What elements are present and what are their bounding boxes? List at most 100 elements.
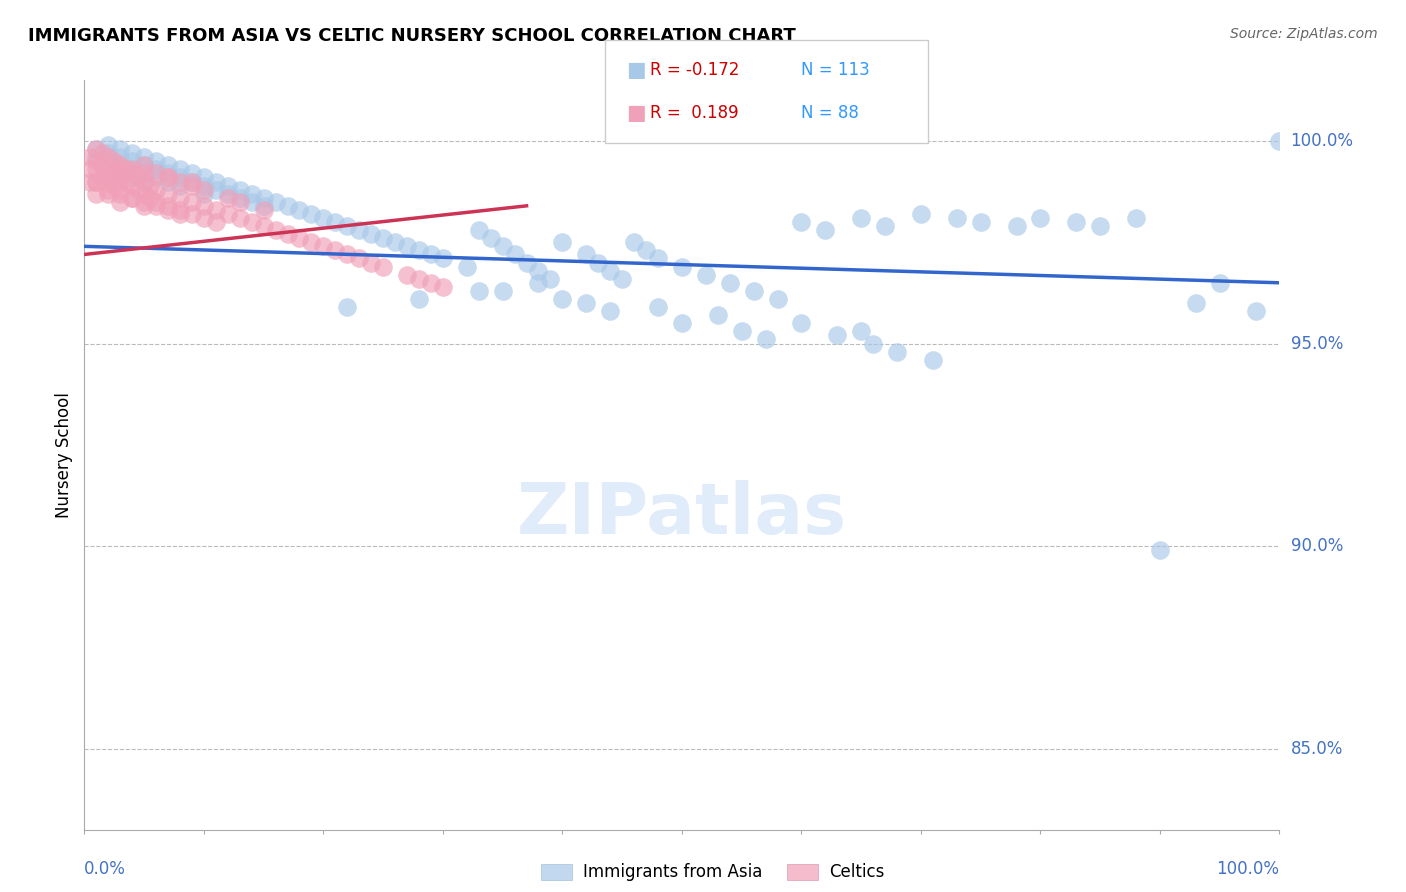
Point (193, 186, 215, 201)
Point (790, 316, 813, 330)
Point (103, 178, 125, 193)
Point (121, 162, 143, 177)
Point (217, 178, 239, 193)
Point (875, 219, 897, 233)
Point (312, 239, 335, 253)
Point (132, 158, 156, 172)
Point (97, 170, 120, 185)
Text: N = 113: N = 113 (801, 61, 870, 78)
Point (169, 170, 191, 185)
Point (707, 308, 730, 322)
Point (540, 271, 562, 285)
Point (503, 247, 526, 261)
Point (181, 194, 204, 209)
Point (229, 211, 252, 225)
Point (79, 150, 101, 164)
Point (193, 183, 215, 197)
Point (575, 247, 598, 261)
Point (110, 186, 132, 201)
Point (277, 199, 299, 213)
Point (169, 175, 191, 189)
Point (253, 199, 276, 213)
Point (636, 244, 658, 258)
Point (240, 194, 263, 209)
Point (1268, 134, 1291, 148)
Point (132, 150, 156, 164)
Point (86, 150, 108, 164)
Point (181, 166, 204, 180)
Text: ■: ■ (626, 60, 645, 79)
Point (575, 296, 598, 310)
Point (647, 300, 669, 314)
Text: Celtics: Celtics (830, 863, 884, 881)
Point (1209, 276, 1232, 290)
Point (132, 194, 156, 209)
Point (336, 300, 359, 314)
Point (408, 271, 430, 285)
Point (110, 170, 132, 185)
Point (790, 215, 813, 229)
Point (468, 284, 491, 298)
Point (157, 186, 180, 201)
Text: 95.0%: 95.0% (1291, 334, 1343, 352)
Point (886, 344, 908, 359)
Point (169, 202, 191, 217)
Point (814, 223, 837, 237)
Point (97, 186, 120, 201)
Point (217, 186, 239, 201)
Point (373, 260, 395, 274)
Point (205, 215, 228, 229)
Point (97, 162, 120, 177)
Point (127, 183, 149, 197)
Point (97, 146, 120, 161)
Point (851, 211, 873, 225)
Point (432, 280, 454, 294)
Text: ■: ■ (626, 103, 645, 123)
Point (432, 252, 454, 266)
Point (384, 235, 406, 250)
Point (408, 244, 430, 258)
Point (205, 183, 228, 197)
Point (132, 166, 156, 180)
Text: 100.0%: 100.0% (1216, 860, 1279, 878)
Point (312, 211, 335, 225)
Point (599, 304, 621, 318)
Point (145, 194, 167, 209)
Point (373, 231, 395, 245)
Point (588, 255, 610, 269)
Point (97, 183, 120, 197)
Point (205, 202, 228, 217)
Point (468, 223, 491, 237)
Point (103, 166, 125, 180)
Point (408, 292, 430, 306)
Point (1029, 211, 1052, 225)
Point (599, 263, 621, 277)
Text: 0.0%: 0.0% (84, 860, 127, 878)
Point (360, 255, 382, 269)
Point (86, 154, 108, 169)
Point (755, 333, 778, 347)
Point (360, 227, 382, 242)
Text: 100.0%: 100.0% (1291, 132, 1354, 150)
Point (766, 292, 789, 306)
Point (205, 175, 228, 189)
Point (115, 162, 138, 177)
Point (288, 231, 311, 245)
Point (132, 186, 156, 201)
Point (139, 178, 162, 193)
Point (157, 170, 180, 185)
Point (264, 194, 287, 209)
Point (145, 183, 167, 197)
Point (145, 154, 167, 169)
Point (851, 325, 873, 339)
Point (157, 202, 180, 217)
Point (91, 158, 114, 172)
Text: Immigrants from Asia: Immigrants from Asia (583, 863, 763, 881)
Point (623, 235, 645, 250)
Point (1090, 219, 1112, 233)
Point (157, 170, 180, 185)
Point (97, 175, 120, 189)
Point (420, 276, 443, 290)
Point (551, 292, 574, 306)
Point (325, 244, 347, 258)
